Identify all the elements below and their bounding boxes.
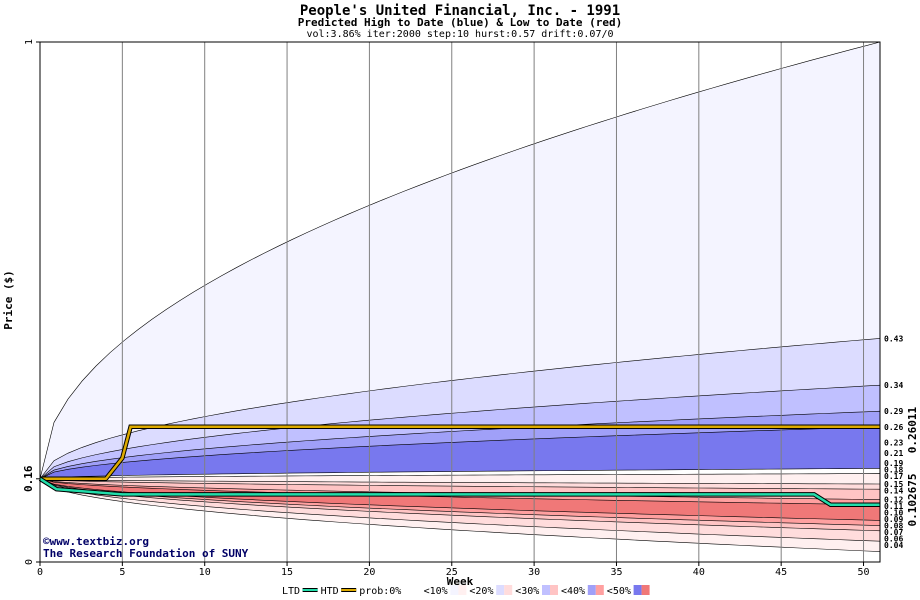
htd-value-label: 0.26011 xyxy=(906,406,919,453)
y-tick-label: 0 xyxy=(24,559,35,565)
x-tick-label: 50 xyxy=(858,567,870,578)
right-value-label: 0.10 xyxy=(884,509,903,518)
right-value-label: 0.43 xyxy=(884,334,903,343)
y-axis-label: Price ($) xyxy=(2,270,15,330)
series-htd xyxy=(40,425,880,481)
x-axis-ticks: 0 5 10 15 20 25 30 35 40 45 50 xyxy=(37,562,870,578)
right-value-label: 0.11 xyxy=(884,502,903,511)
x-tick-label: 5 xyxy=(119,567,125,578)
legend-swatch xyxy=(587,585,596,595)
legend-label: <30% xyxy=(515,586,539,597)
legend-label: <50% xyxy=(607,586,631,597)
right-value-label: 0.06 xyxy=(884,535,903,544)
legend-swatch xyxy=(595,585,604,595)
right-value-label: 0.09 xyxy=(884,515,903,524)
chart-parameters: vol:3.86% iter:2000 step:10 hurst:0.57 d… xyxy=(306,29,613,40)
gridlines xyxy=(121,42,865,562)
legend-label: <40% xyxy=(561,586,585,597)
ltd-value-label: 0.102675 xyxy=(906,474,919,527)
right-value-label: 0.29 xyxy=(884,407,903,416)
x-tick-label: 0 xyxy=(37,567,43,578)
y-tick-label: 1 xyxy=(24,39,35,45)
right-value-label: 0.18 xyxy=(884,466,903,475)
chart-subtitle: Predicted High to Date (blue) & Low to D… xyxy=(298,16,623,29)
legend-label: LTD xyxy=(282,586,300,597)
legend-label: <20% xyxy=(469,586,493,597)
legend-label: HTD xyxy=(321,586,339,597)
legend-swatch xyxy=(633,585,642,595)
right-value-label: 0.12 xyxy=(884,496,903,505)
right-value-label: 0.26 xyxy=(884,423,903,432)
right-value-label: 0.21 xyxy=(884,449,903,458)
x-tick-label: 10 xyxy=(199,567,211,578)
series-ltd xyxy=(39,477,880,507)
x-tick-label: 35 xyxy=(610,567,622,578)
y-axis-ticks: 010.16 xyxy=(22,39,40,565)
legend-swatch xyxy=(504,585,513,595)
legend-swatch xyxy=(404,585,413,595)
right-value-labels: 0.43 0.34 0.29 0.26 0.23 0.210.190.180.170.15… xyxy=(884,334,903,550)
legend-swatch xyxy=(412,585,421,595)
right-value-label: 0.15 xyxy=(884,480,903,489)
legend-swatch xyxy=(496,585,505,595)
legend-swatch xyxy=(450,585,459,595)
probability-bands xyxy=(39,41,881,552)
right-value-label: 0.19 xyxy=(884,459,903,468)
x-axis-label: Week xyxy=(447,575,474,588)
legend-swatch xyxy=(458,585,467,595)
right-value-label: 0.04 xyxy=(884,541,903,550)
series-lines xyxy=(38,424,880,508)
right-value-label: 0.07 xyxy=(884,528,903,537)
x-tick-label: 30 xyxy=(528,567,540,578)
chart-title: People's United Financial, Inc. - 1991 xyxy=(300,3,620,19)
legend-label: prob:0% xyxy=(359,586,401,597)
legend-swatch xyxy=(550,585,558,595)
x-tick-label: 45 xyxy=(775,567,787,578)
legend-swatch xyxy=(641,585,650,595)
start-price-label: 0.16 xyxy=(22,465,35,492)
watermark-organization: The Research Foundation of SUNY xyxy=(43,547,249,560)
legend-swatch xyxy=(542,585,550,595)
x-tick-label: 20 xyxy=(363,567,375,578)
right-value-label: 0.14 xyxy=(884,487,903,496)
plot-frame xyxy=(39,41,881,563)
right-value-label: 0.17 xyxy=(884,472,903,481)
watermark-url: ©www.textbiz.org xyxy=(43,535,149,548)
x-tick-label: 15 xyxy=(281,567,293,578)
right-value-label: 0.23 xyxy=(884,438,903,447)
x-tick-label: 25 xyxy=(446,567,458,578)
right-value-label: 0.08 xyxy=(884,522,903,531)
right-value-label: 0.34 xyxy=(884,381,903,390)
legend: LTD HTD prob:0% <10% <20% <30% <40% <50% xyxy=(282,585,650,597)
legend-label: <10% xyxy=(424,586,448,597)
x-tick-label: 40 xyxy=(693,567,705,578)
